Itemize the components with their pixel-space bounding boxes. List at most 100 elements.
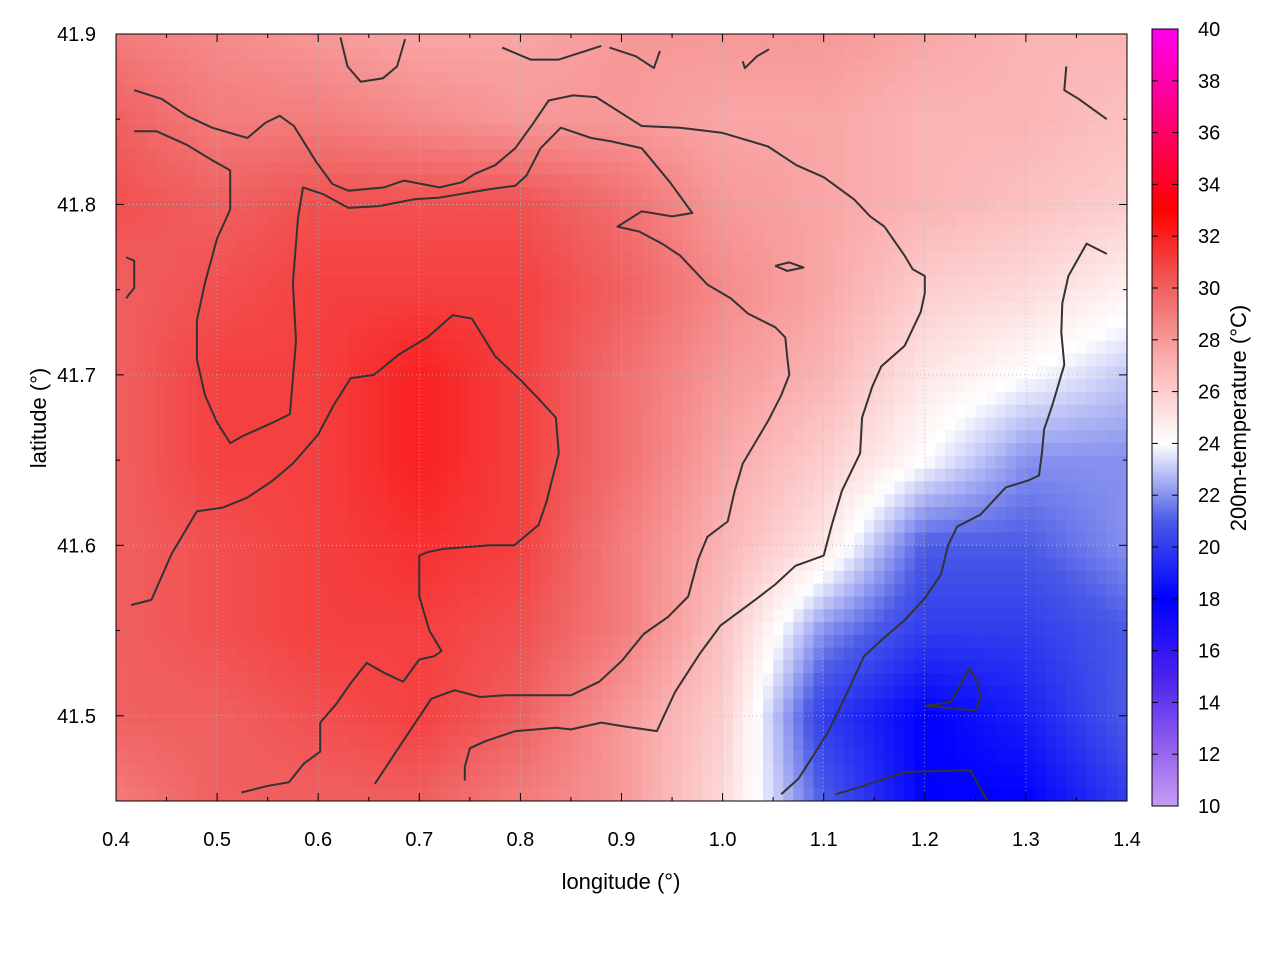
heatmap-cell xyxy=(570,391,582,406)
heatmap-cell xyxy=(1076,647,1088,661)
heatmap-cell xyxy=(449,660,461,674)
heatmap-cell xyxy=(1106,328,1118,342)
heatmap-cell xyxy=(843,59,855,73)
heatmap-cell xyxy=(1096,212,1108,227)
heatmap-cell xyxy=(955,328,966,342)
heatmap-cell xyxy=(722,264,734,278)
heatmap-cell xyxy=(773,481,784,495)
heatmap-cell xyxy=(864,315,875,329)
heatmap-cell xyxy=(388,353,400,367)
heatmap-cell xyxy=(490,430,501,444)
heatmap-cell xyxy=(854,379,865,393)
heatmap-cell xyxy=(793,596,805,610)
heatmap-cell xyxy=(591,481,602,495)
heatmap-cell xyxy=(490,161,501,176)
heatmap-cell xyxy=(237,251,249,265)
heatmap-cell xyxy=(429,149,441,163)
heatmap-cell xyxy=(702,251,714,265)
heatmap-cell xyxy=(641,366,653,380)
heatmap-cell xyxy=(520,328,532,342)
heatmap-cell xyxy=(217,417,228,431)
heatmap-cell xyxy=(692,149,703,163)
heatmap-cell xyxy=(530,634,542,649)
heatmap-cell xyxy=(702,187,714,201)
heatmap-cell xyxy=(520,443,532,457)
heatmap-cell xyxy=(368,123,380,137)
heatmap-cell xyxy=(783,430,794,444)
heatmap-cell xyxy=(1076,187,1088,201)
heatmap-cell xyxy=(904,532,916,546)
heatmap-cell xyxy=(419,149,431,163)
heatmap-cell xyxy=(1046,634,1057,649)
heatmap-cell xyxy=(682,85,693,99)
heatmap-cell xyxy=(267,149,279,163)
heatmap-cell xyxy=(126,59,137,73)
heatmap-cell xyxy=(985,315,997,329)
heatmap-cell xyxy=(934,200,946,214)
heatmap-cell xyxy=(156,622,168,636)
heatmap-cell xyxy=(570,97,582,112)
heatmap-cell xyxy=(176,161,188,176)
heatmap-cell xyxy=(530,366,542,380)
heatmap-cell xyxy=(287,622,299,636)
heatmap-cell xyxy=(1096,609,1108,623)
heatmap-cell xyxy=(540,506,552,521)
heatmap-cell xyxy=(581,583,592,598)
heatmap-cell xyxy=(358,545,370,559)
heatmap-cell xyxy=(783,379,794,393)
heatmap-cell xyxy=(682,404,693,419)
heatmap-cell xyxy=(126,647,137,661)
heatmap-cell xyxy=(277,634,289,649)
heatmap-cell xyxy=(813,276,825,291)
heatmap-cell xyxy=(318,200,329,214)
heatmap-cell xyxy=(490,443,501,457)
heatmap-cell xyxy=(116,225,127,240)
heatmap-cell xyxy=(287,545,299,559)
heatmap-cell xyxy=(126,97,137,112)
heatmap-cell xyxy=(419,289,431,304)
heatmap-cell xyxy=(176,251,188,265)
heatmap-cell xyxy=(388,506,400,521)
heatmap-cell xyxy=(287,136,299,150)
heatmap-cell xyxy=(479,46,491,61)
heatmap-cell xyxy=(1046,72,1057,86)
heatmap-cell xyxy=(692,328,703,342)
heatmap-cell xyxy=(358,149,370,163)
heatmap-cell xyxy=(995,353,1007,367)
heatmap-cell xyxy=(1086,609,1098,623)
heatmap-cell xyxy=(712,404,724,419)
heatmap-cell xyxy=(894,532,906,546)
heatmap-cell xyxy=(793,570,805,585)
heatmap-cell xyxy=(308,161,319,176)
heatmap-cell xyxy=(1015,72,1027,86)
heatmap-cell xyxy=(1025,634,1037,649)
heatmap-cell xyxy=(631,647,643,661)
heatmap-cell xyxy=(884,494,896,508)
heatmap-cell xyxy=(1096,174,1108,188)
heatmap-cell xyxy=(308,59,319,73)
heatmap-cell xyxy=(601,634,612,649)
heatmap-cell xyxy=(732,417,744,431)
heatmap-cell xyxy=(1056,647,1067,661)
heatmap-cell xyxy=(297,302,309,316)
heatmap-cell xyxy=(813,340,825,355)
heatmap-cell xyxy=(934,417,946,431)
heatmap-cell xyxy=(439,328,451,342)
heatmap-cell xyxy=(1025,596,1037,610)
heatmap-cell xyxy=(682,289,693,304)
heatmap-cell xyxy=(641,212,653,227)
heatmap-cell xyxy=(247,430,259,444)
heatmap-cell xyxy=(378,34,390,48)
heatmap-cell xyxy=(651,443,663,457)
heatmap-cell xyxy=(550,583,562,598)
heatmap-cell xyxy=(965,264,976,278)
heatmap-cell xyxy=(793,264,805,278)
heatmap-cell xyxy=(459,570,471,585)
heatmap-cell xyxy=(267,481,279,495)
heatmap-cell xyxy=(651,353,663,367)
heatmap-cell xyxy=(793,379,805,393)
heatmap-cell xyxy=(783,494,794,508)
heatmap-cell xyxy=(510,238,521,252)
heatmap-cell xyxy=(955,596,966,610)
heatmap-cell xyxy=(146,660,158,674)
